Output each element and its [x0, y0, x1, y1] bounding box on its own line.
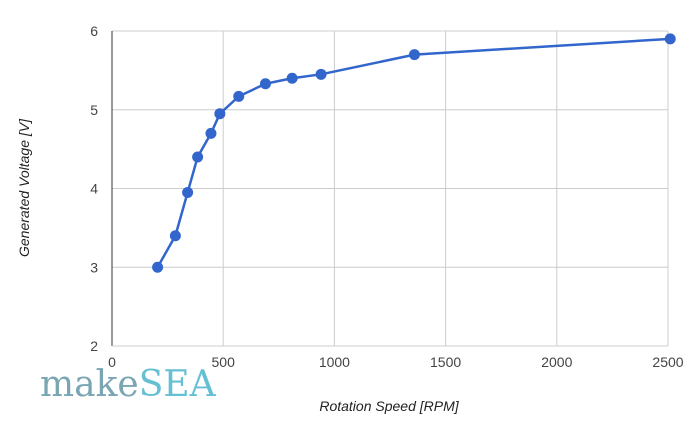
x-tick-label: 2000 [541, 354, 572, 370]
axes [111, 31, 668, 347]
logo-make-text: make [40, 364, 139, 405]
x-tick-labels: 0 500 1000 1500 2000 2500 [108, 354, 684, 370]
gridlines [112, 30, 669, 346]
data-point [664, 33, 676, 45]
y-tick-label: 5 [90, 102, 98, 118]
data-point [286, 72, 298, 84]
data-point [315, 68, 327, 80]
y-axis-title: Generated Voltage [V] [16, 118, 32, 257]
data-point [408, 49, 420, 61]
logo-sea-text: SEA [139, 364, 217, 405]
x-tick-label: 1000 [319, 354, 350, 370]
data-point [233, 90, 245, 102]
series-voltage [152, 33, 676, 273]
x-tick-label: 2500 [652, 354, 683, 370]
y-tick-labels: 2 3 4 5 6 [90, 23, 98, 354]
y-tick-label: 4 [90, 181, 98, 197]
x-tick-label: 500 [212, 354, 236, 370]
data-point [152, 261, 164, 273]
data-point [182, 186, 194, 198]
x-tick-label: 1500 [430, 354, 461, 370]
y-tick-label: 2 [90, 338, 98, 354]
data-point [192, 151, 204, 163]
data-point [169, 230, 181, 242]
series-line [156, 37, 671, 268]
y-tick-label: 6 [90, 23, 98, 39]
data-point [259, 78, 271, 90]
data-point [205, 127, 217, 139]
y-tick-label: 3 [90, 259, 98, 275]
makesea-logo: makeSEA [40, 364, 217, 405]
data-point [214, 108, 226, 120]
x-tick-label: 0 [108, 354, 116, 370]
x-axis-title: Rotation Speed [RPM] [319, 398, 459, 414]
